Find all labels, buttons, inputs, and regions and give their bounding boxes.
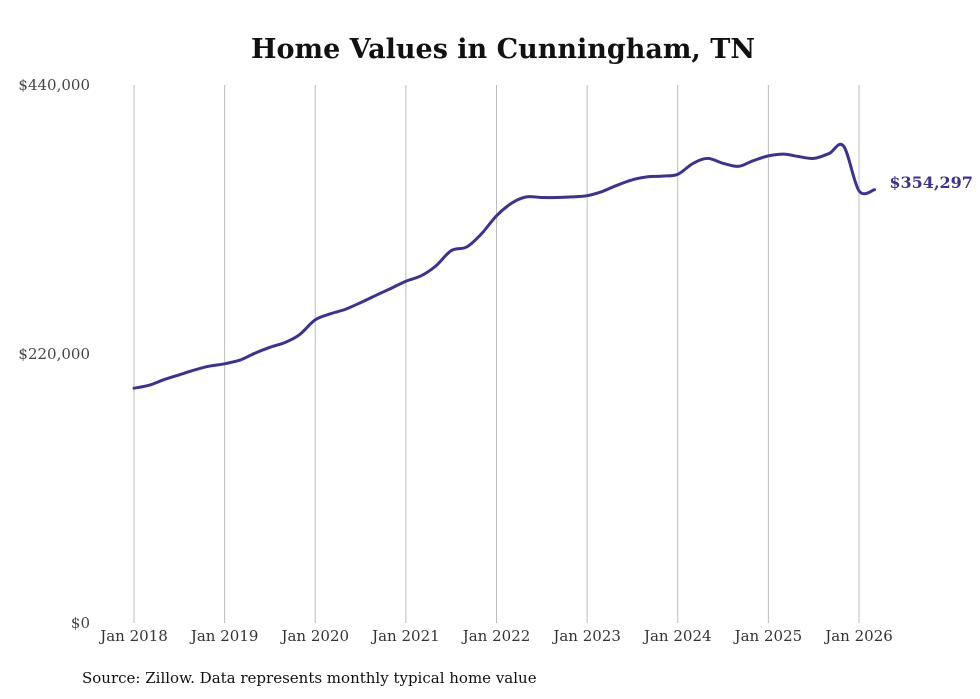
- x-tick-label: Jan 2022: [461, 627, 531, 645]
- x-tick-label: Jan 2020: [279, 627, 349, 645]
- chart-title: Home Values in Cunningham, TN: [251, 34, 755, 65]
- x-tick-label: Jan 2023: [551, 627, 621, 645]
- x-tick-label: Jan 2024: [642, 627, 712, 645]
- y-tick-label: $0: [71, 614, 90, 632]
- y-axis-ticks: $0 $220,000 $440,000: [18, 76, 90, 632]
- end-value-label: $354,297: [889, 173, 973, 192]
- x-tick-label: Jan 2026: [823, 627, 893, 645]
- x-tick-label: Jan 2019: [189, 627, 259, 645]
- y-tick-label: $220,000: [18, 345, 90, 363]
- series-line: [132, 142, 876, 390]
- x-tick-label: Jan 2025: [733, 627, 803, 645]
- source-note: Source: Zillow. Data represents monthly …: [82, 669, 537, 687]
- gridlines: [133, 85, 860, 623]
- x-tick-label: Jan 2018: [98, 627, 168, 645]
- x-axis-ticks: Jan 2018 Jan 2019 Jan 2020 Jan 2021 Jan 2022…: [98, 627, 893, 645]
- y-tick-label: $440,000: [18, 76, 90, 94]
- x-tick-label: Jan 2021: [370, 627, 440, 645]
